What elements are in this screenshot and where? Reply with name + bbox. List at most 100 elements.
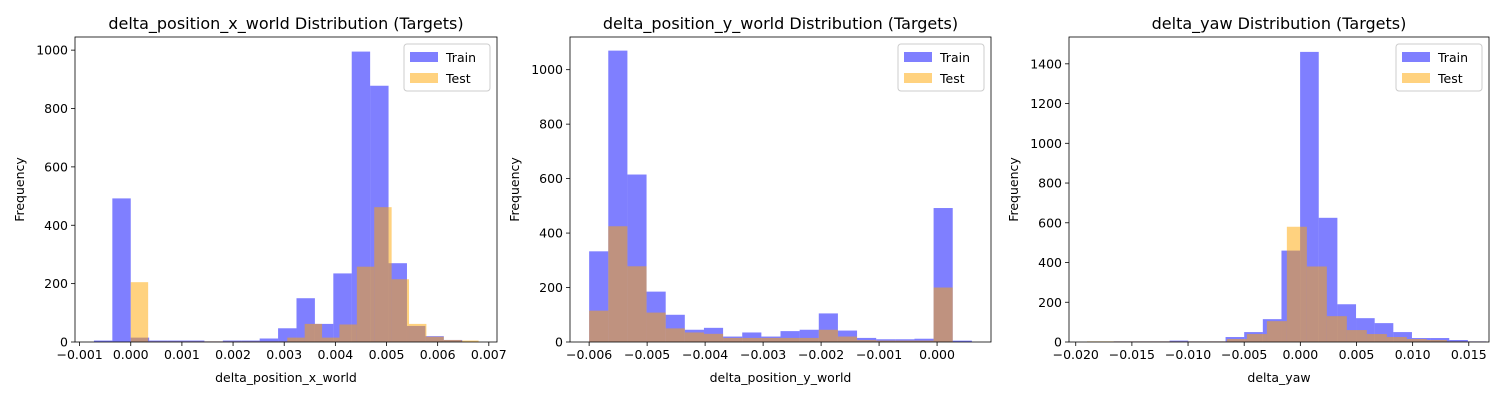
- histogram-bar: [1406, 339, 1427, 342]
- legend: Train Test: [897, 43, 985, 92]
- series-test: [1086, 226, 1487, 342]
- histogram-bar: [222, 340, 242, 342]
- y-tick-label: 1000: [531, 62, 563, 77]
- legend-swatch-train: [410, 52, 438, 62]
- x-axis-label: delta_position_y_world: [710, 370, 852, 385]
- histogram-bar: [1246, 334, 1267, 342]
- chart-title: delta_position_x_world Distribution (Tar…: [108, 14, 463, 34]
- x-tick-label: −0.015: [1109, 347, 1155, 362]
- histogram-bar: [1169, 340, 1189, 342]
- histogram-bar: [608, 226, 628, 342]
- y-tick-label: 600: [44, 159, 68, 174]
- x-tick-label: −0.005: [624, 347, 670, 362]
- histogram-bar: [742, 332, 762, 342]
- y-tick-label: 400: [1038, 255, 1062, 270]
- chart-title: delta_position_y_world Distribution (Tar…: [603, 14, 958, 34]
- axes-frame: [1068, 36, 1490, 343]
- x-tick-label: −0.005: [1221, 347, 1267, 362]
- histogram-bar: [426, 336, 444, 342]
- x-tick-label: 0.004: [317, 347, 353, 362]
- y-axis-label: Frequency: [1006, 157, 1021, 222]
- legend: Train Test: [1395, 43, 1483, 92]
- histogram-bar: [1266, 321, 1287, 342]
- legend-label-test: Test: [445, 71, 471, 86]
- histogram-bar: [391, 279, 410, 342]
- x-tick-label: 0.000: [113, 347, 149, 362]
- x-tick-label: −0.004: [682, 347, 728, 362]
- histogram-bar: [339, 324, 357, 342]
- histogram-bar: [443, 339, 462, 342]
- histogram-bar: [93, 340, 113, 342]
- x-tick-label: 0.003: [266, 347, 302, 362]
- histogram-bar: [780, 337, 800, 342]
- histogram-bar: [895, 340, 915, 342]
- histogram-bar: [186, 340, 205, 342]
- y-tick-label: 400: [44, 218, 68, 233]
- histogram-bar: [304, 323, 323, 342]
- y-tick-label: 200: [539, 280, 563, 295]
- y-axis-label: Frequency: [12, 157, 27, 222]
- histogram-bar: [780, 331, 800, 342]
- x-tick-label: 0.000: [919, 347, 955, 362]
- histogram-bar: [241, 340, 260, 342]
- y-tick-label: 0: [1054, 335, 1062, 350]
- legend-swatch-test: [1402, 73, 1430, 83]
- histogram-bar: [167, 340, 186, 342]
- series-test: [589, 226, 953, 342]
- histogram-bar: [356, 266, 375, 342]
- legend-swatch-test: [904, 73, 932, 83]
- histogram-bar: [857, 340, 877, 342]
- legend-swatch-train: [1402, 52, 1430, 62]
- x-axis-label: delta_position_x_world: [215, 370, 357, 385]
- histogram-bar: [374, 207, 392, 342]
- histogram-bar: [1426, 340, 1447, 342]
- histogram-bar: [1346, 330, 1367, 342]
- y-tick-label: 0: [555, 335, 563, 350]
- y-axis-label: Frequency: [507, 157, 522, 222]
- histogram-bar: [837, 336, 858, 342]
- histogram-bar: [287, 337, 305, 342]
- axes-frame: [74, 36, 498, 343]
- x-tick-label: 0.005: [369, 347, 405, 362]
- y-tick-label: 600: [539, 171, 563, 186]
- histogram-bar: [914, 338, 934, 342]
- y-tick-label: 800: [1038, 176, 1062, 191]
- chart-panel-2: −0.006 −0.005 −0.004 −0.003 −0.002 −0.001 0.00…: [507, 14, 992, 385]
- y-tick-label: 1400: [1030, 56, 1062, 71]
- histogram-bar: [1326, 316, 1347, 342]
- histogram-bar: [799, 337, 819, 342]
- legend-swatch-test: [410, 73, 438, 83]
- x-tick-label: −0.002: [798, 347, 844, 362]
- histogram-bar: [259, 338, 279, 342]
- y-tick-label: 400: [539, 226, 563, 241]
- legend: Train Test: [403, 43, 491, 92]
- x-tick-label: 0.007: [471, 347, 507, 362]
- histogram-bar: [703, 333, 724, 342]
- histogram-bar: [1306, 266, 1327, 342]
- histogram-bar: [112, 198, 131, 342]
- histogram-bar: [1386, 337, 1407, 342]
- histogram-bar: [665, 328, 685, 342]
- histogram-bar: [1226, 339, 1247, 342]
- y-tick-label: 800: [44, 101, 68, 116]
- histogram-bar: [761, 337, 781, 342]
- histogram-bar: [876, 340, 896, 342]
- x-tick-label: −0.006: [566, 347, 612, 362]
- x-tick-label: 0.000: [1282, 347, 1318, 362]
- histogram-bar: [684, 332, 704, 342]
- histogram-bar: [149, 340, 168, 342]
- histogram-bar: [1286, 226, 1307, 342]
- x-tick-label: −0.001: [856, 347, 902, 362]
- histogram-bar: [742, 337, 762, 342]
- x-tick-label: 0.010: [1395, 347, 1431, 362]
- y-tick-label: 200: [1038, 295, 1062, 310]
- histogram-bar: [322, 337, 340, 342]
- x-tick-label: −0.010: [1165, 347, 1211, 362]
- x-tick-label: −0.003: [740, 347, 786, 362]
- histogram-bar: [627, 266, 647, 342]
- x-tick-label: 0.006: [420, 347, 456, 362]
- x-tick-label: 0.001: [164, 347, 200, 362]
- histogram-bar: [1366, 334, 1387, 342]
- legend-label-train: Train: [1437, 50, 1468, 65]
- histogram-bar: [646, 312, 666, 342]
